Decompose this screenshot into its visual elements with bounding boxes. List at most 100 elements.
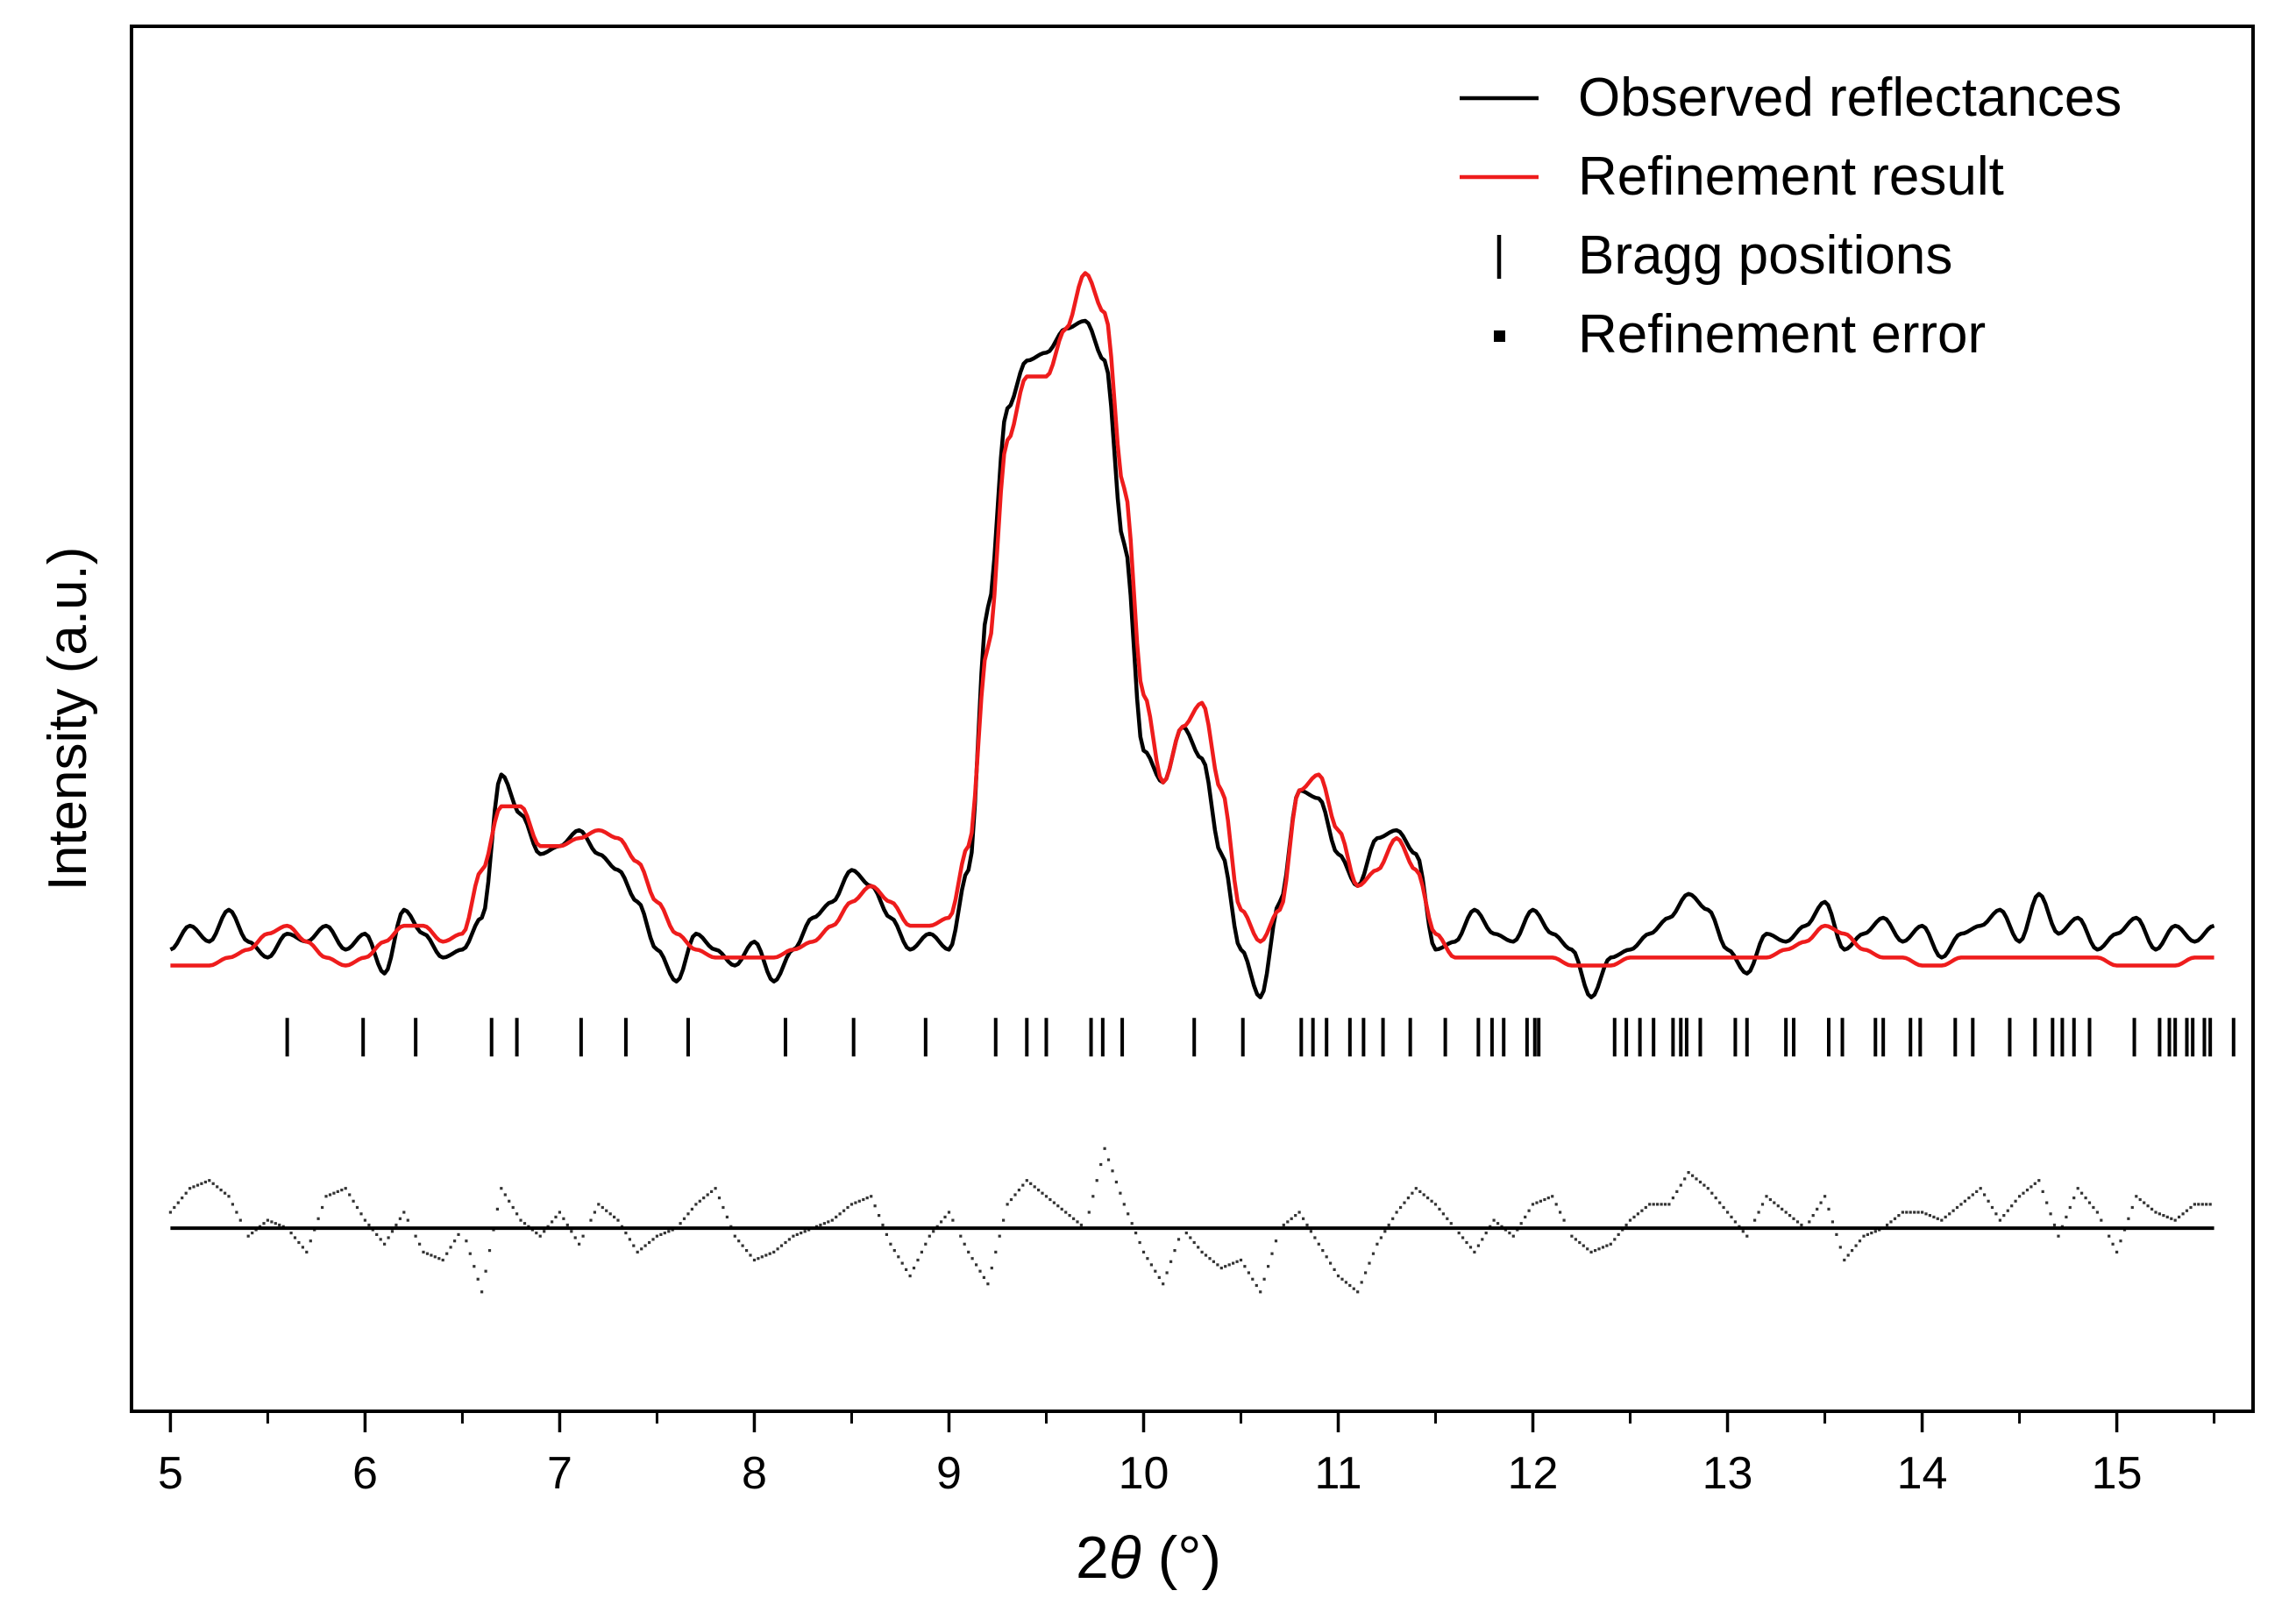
refinement-error-point — [1496, 1222, 1500, 1225]
refinement-error-point — [1149, 1263, 1153, 1267]
refinement-error-point — [1652, 1203, 1655, 1206]
legend-bragg-label: Bragg positions — [1578, 225, 1952, 286]
refinement-error-point — [336, 1189, 339, 1193]
refinement-error-point — [640, 1247, 643, 1251]
refinement-error-point — [912, 1267, 916, 1270]
refinement-error-point — [1951, 1209, 1955, 1212]
legend: Observed reflectances Refinement result … — [1460, 67, 2122, 365]
refinement-error-point — [1838, 1246, 1842, 1249]
refinement-error-point — [224, 1191, 227, 1195]
refinement-error-point — [963, 1242, 966, 1246]
refinement-error-point — [655, 1234, 658, 1238]
refinement-error-point — [1663, 1203, 1667, 1206]
refinement-error-point — [947, 1211, 951, 1214]
refinement-error-point — [768, 1252, 771, 1255]
refinement-error-point — [1644, 1205, 1647, 1210]
refinement-error-point — [1667, 1203, 1671, 1206]
refinement-error-series — [168, 1147, 2212, 1294]
refinement-error-point — [1336, 1275, 1340, 1278]
refinement-error-point — [1562, 1218, 1566, 1222]
refinement-error-point — [274, 1222, 277, 1225]
refinement-error-point — [1411, 1191, 1414, 1195]
refinement-error-point — [359, 1212, 363, 1216]
refinement-error-point — [211, 1182, 215, 1185]
refinement-error-point — [1757, 1211, 1760, 1214]
refinement-error-point — [1029, 1182, 1033, 1185]
refinement-error-point — [1422, 1193, 1425, 1197]
refinement-error-point — [2150, 1207, 2154, 1211]
refinement-error-point — [2095, 1211, 2099, 1214]
refinement-error-point — [2084, 1197, 2087, 1200]
refinement-error-point — [1262, 1277, 1266, 1281]
refinement-error-point — [908, 1275, 912, 1278]
refinement-error-point — [1788, 1214, 1792, 1218]
refinement-error-point — [1232, 1261, 1235, 1265]
refinement-error-point — [181, 1197, 184, 1200]
refinement-error-point — [1165, 1271, 1169, 1275]
refinement-error-point — [562, 1217, 565, 1220]
refinement-error-point — [418, 1242, 422, 1246]
refinement-error-point — [1683, 1177, 1687, 1181]
refinement-error-point — [219, 1189, 223, 1192]
refinement-error-point — [916, 1258, 920, 1262]
refinement-error-point — [1305, 1223, 1309, 1227]
refinement-error-point — [1064, 1211, 1068, 1214]
refinement-error-point — [827, 1220, 830, 1224]
refinement-error-point — [1574, 1238, 1577, 1241]
refinement-error-point — [1760, 1203, 1765, 1206]
refinement-error-point — [1963, 1199, 1966, 1203]
refinement-error-point — [266, 1218, 269, 1222]
x-tick-label: 11 — [1315, 1448, 1362, 1499]
refinement-error-point — [2189, 1205, 2193, 1210]
refinement-error-point — [375, 1232, 379, 1236]
refinement-error-point — [216, 1185, 219, 1189]
refinement-error-point — [402, 1211, 406, 1214]
refinement-error-point — [1169, 1260, 1173, 1263]
refinement-error-point — [1154, 1269, 1157, 1273]
legend-error-label: Refinement error — [1578, 304, 1986, 365]
refinement-error-point — [849, 1203, 854, 1206]
refinement-error-point — [321, 1205, 324, 1210]
refinement-error-point — [406, 1218, 409, 1222]
refinement-error-point — [1613, 1238, 1617, 1241]
refinement-error-point — [2119, 1239, 2122, 1243]
refinement-error-point — [1270, 1252, 1274, 1255]
plot-frame — [130, 25, 2255, 1413]
refinement-error-point — [2108, 1234, 2111, 1238]
bragg-positions — [285, 1018, 2236, 1057]
refinement-error-point — [865, 1197, 869, 1200]
refinement-error-point — [1173, 1249, 1176, 1253]
refinement-error-point — [1886, 1223, 1889, 1227]
refinement-error-point — [2045, 1201, 2049, 1204]
refinement-error-point — [787, 1238, 791, 1241]
refinement-error-point — [1632, 1215, 1636, 1218]
refinement-error-point — [2138, 1197, 2142, 1202]
refinement-error-point — [698, 1199, 701, 1203]
refinement-error-point — [1267, 1265, 1270, 1268]
x-axis-label-symbol: θ — [1109, 1524, 1141, 1591]
refinement-error-point — [2173, 1218, 2177, 1222]
refinement-error-point — [978, 1269, 982, 1273]
refinement-error-point — [986, 1282, 990, 1286]
refinement-error-point — [1333, 1268, 1336, 1271]
refinement-error-point — [184, 1191, 188, 1195]
refinement-error-point — [543, 1230, 546, 1233]
refinement-error-point — [659, 1232, 663, 1236]
refinement-error-point — [1594, 1249, 1597, 1253]
refinement-error-point — [495, 1207, 499, 1211]
refinement-error-point — [885, 1232, 888, 1236]
refinement-error-point — [2178, 1215, 2181, 1218]
refinement-error-point — [2185, 1209, 2189, 1212]
x-axis-label: 2θ (°) — [1076, 1524, 1221, 1591]
refinement-error-point — [1640, 1209, 1644, 1212]
refinement-error-point — [706, 1193, 709, 1197]
refinement-error-point — [1212, 1260, 1215, 1263]
refinement-error-point — [1189, 1236, 1192, 1239]
refinement-error-point — [1208, 1257, 1212, 1260]
refinement-error-point — [737, 1239, 741, 1243]
x-axis-label-suffix: (°) — [1141, 1524, 1221, 1591]
refinement-error-point — [702, 1197, 706, 1200]
refinement-error-point — [1773, 1201, 1776, 1204]
refinement-error-point — [920, 1250, 923, 1253]
refinement-error-point — [932, 1230, 935, 1233]
